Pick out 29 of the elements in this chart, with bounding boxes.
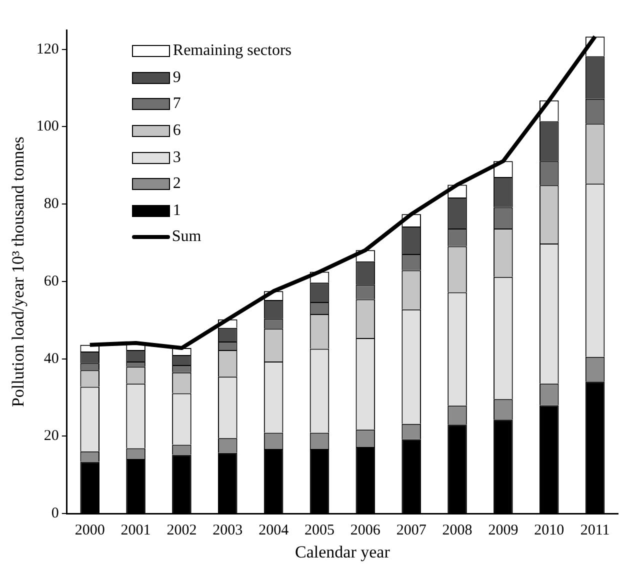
y-tick-label: 20 (44, 428, 59, 444)
x-tick-label: 2010 (534, 522, 564, 539)
y-tick-label: 120 (36, 41, 59, 58)
legend-label: Remaining sectors (172, 42, 292, 60)
x-tick-label: 2004 (258, 522, 290, 539)
y-tick-label: 80 (44, 196, 59, 212)
legend-label: Sum (172, 228, 202, 246)
x-tick-label: 2007 (396, 522, 427, 539)
x-tick-label: 2001 (120, 522, 151, 539)
legend-label: 9 (172, 68, 181, 87)
x-tick-label: 2006 (350, 522, 381, 539)
x-tick-label: 2008 (442, 522, 472, 539)
x-tick-label: 2009 (488, 522, 518, 539)
x-tick-label: 2005 (304, 522, 334, 539)
y-axis-title: Pollution load/year 10³ thousand tonnes (8, 136, 28, 408)
x-axis-title: Calendar year (295, 542, 390, 562)
y-tick-label: 0 (51, 506, 59, 522)
y-tick-label: 60 (44, 273, 59, 290)
x-tick-label: 2003 (212, 522, 243, 539)
x-tick-label: 2000 (74, 522, 105, 539)
legend-label: 7 (172, 95, 181, 114)
y-tick-label: 100 (36, 118, 59, 135)
legend-label: 3 (172, 148, 181, 167)
x-tick-label: 2002 (166, 522, 197, 539)
legend-label: 2 (172, 175, 181, 194)
legend-label: 6 (172, 122, 181, 140)
x-tick-label: 2011 (580, 522, 610, 539)
y-tick-label: 40 (44, 350, 59, 367)
legend-label: 1 (172, 202, 181, 220)
